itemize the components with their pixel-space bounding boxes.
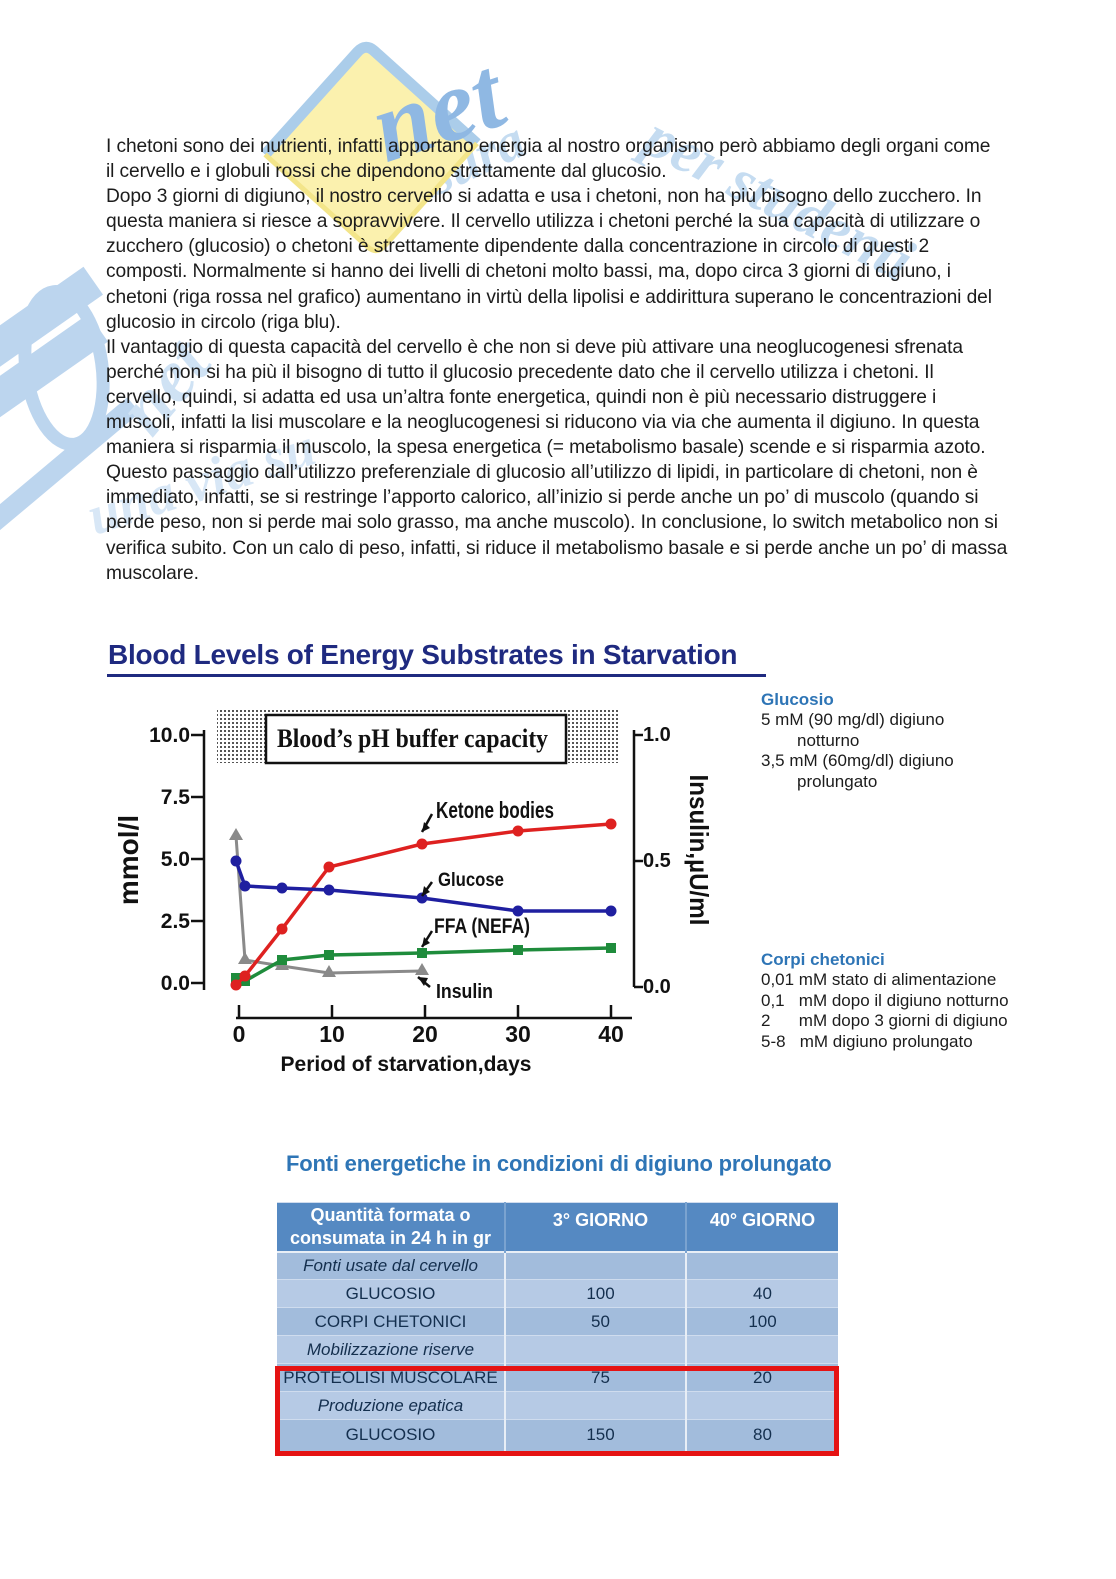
svg-text:30: 30 [505, 1021, 531, 1047]
svg-text:Blood’s pH buffer capacity: Blood’s pH buffer capacity [277, 724, 548, 753]
svg-text:Insulin: Insulin [436, 981, 493, 1003]
svg-text:0.5: 0.5 [643, 850, 671, 872]
svg-text:5.0: 5.0 [161, 848, 190, 871]
svg-text:Ketone bodies: Ketone bodies [436, 797, 554, 823]
svg-text:2.5: 2.5 [161, 910, 191, 933]
svg-text:mmol/l: mmol/l [113, 815, 144, 905]
svg-text:10: 10 [319, 1021, 345, 1047]
svg-text:7.5: 7.5 [161, 786, 191, 809]
svg-text:0.0: 0.0 [643, 976, 671, 998]
svg-text:Insulin,µU/ml: Insulin,µU/ml [684, 775, 714, 926]
svg-text:Period of starvation,days: Period of starvation,days [281, 1053, 532, 1076]
svg-text:Glucose: Glucose [438, 870, 504, 891]
svg-text:FFA (NEFA): FFA (NEFA) [434, 915, 530, 938]
svg-text:20: 20 [412, 1021, 438, 1047]
svg-text:1.0: 1.0 [643, 724, 671, 746]
svg-text:0.0: 0.0 [161, 972, 190, 995]
svg-text:10.0: 10.0 [149, 724, 190, 747]
svg-text:0: 0 [233, 1021, 246, 1047]
svg-text:40: 40 [598, 1021, 624, 1047]
